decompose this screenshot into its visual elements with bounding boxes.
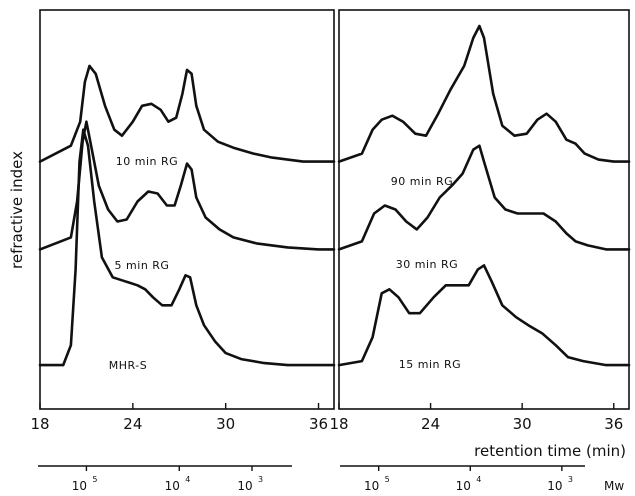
curve-15-min-rg <box>337 264 631 367</box>
series-label: 90 min RG <box>391 175 453 188</box>
y-axis-label: refractive index <box>8 151 26 269</box>
series-label: 5 min RG <box>115 259 170 272</box>
x-axis-label: retention time (min) <box>474 442 626 460</box>
mw-tick-label: 10 <box>364 479 379 493</box>
left-panel: 18 24 30 36 10 min RG 5 min RG MHR-S <box>30 9 336 433</box>
mw-tick-exponent: 3 <box>568 475 573 484</box>
series-label: 10 min RG <box>116 155 178 168</box>
x-tick-label: 36 <box>309 415 328 433</box>
x-tick-label: 30 <box>216 415 235 433</box>
mw-tick-label: 10 <box>72 479 87 493</box>
mw-tick-label: 10 <box>165 479 180 493</box>
x-tick-label: 30 <box>513 415 532 433</box>
mw-tick-label: 10 <box>456 479 471 493</box>
series-label: 30 min RG <box>396 258 458 271</box>
right-panel: 18 24 30 36 90 min RG 30 min RG 15 min RG <box>329 9 631 433</box>
x-tick-label: 18 <box>30 415 49 433</box>
mw-tick-exponent: 4 <box>476 475 481 484</box>
x-tick-label: 36 <box>604 415 623 433</box>
mw-tick-exponent: 3 <box>258 475 263 484</box>
curve-5-min-rg <box>38 120 336 251</box>
mw-tick-label: 10 <box>547 479 562 493</box>
x-tick-label: 18 <box>329 415 348 433</box>
curve-mhr-s <box>38 128 336 367</box>
mw-unit-label: Mw <box>604 479 624 493</box>
mw-tick-exponent: 5 <box>92 475 97 484</box>
curve-90-min-rg <box>337 24 631 163</box>
mw-tick-label: 10 <box>237 479 252 493</box>
mw-tick-exponent: 5 <box>385 475 390 484</box>
curve-10-min-rg <box>38 64 336 163</box>
curve-30-min-rg <box>337 144 631 251</box>
series-label: 15 min RG <box>399 358 461 371</box>
x-tick-label: 24 <box>421 415 440 433</box>
left-panel-frame <box>39 9 335 410</box>
right-panel-frame <box>338 9 630 410</box>
series-label: MHR-S <box>109 359 147 372</box>
x-tick-label: 24 <box>123 415 142 433</box>
mw-tick-exponent: 4 <box>185 475 190 484</box>
